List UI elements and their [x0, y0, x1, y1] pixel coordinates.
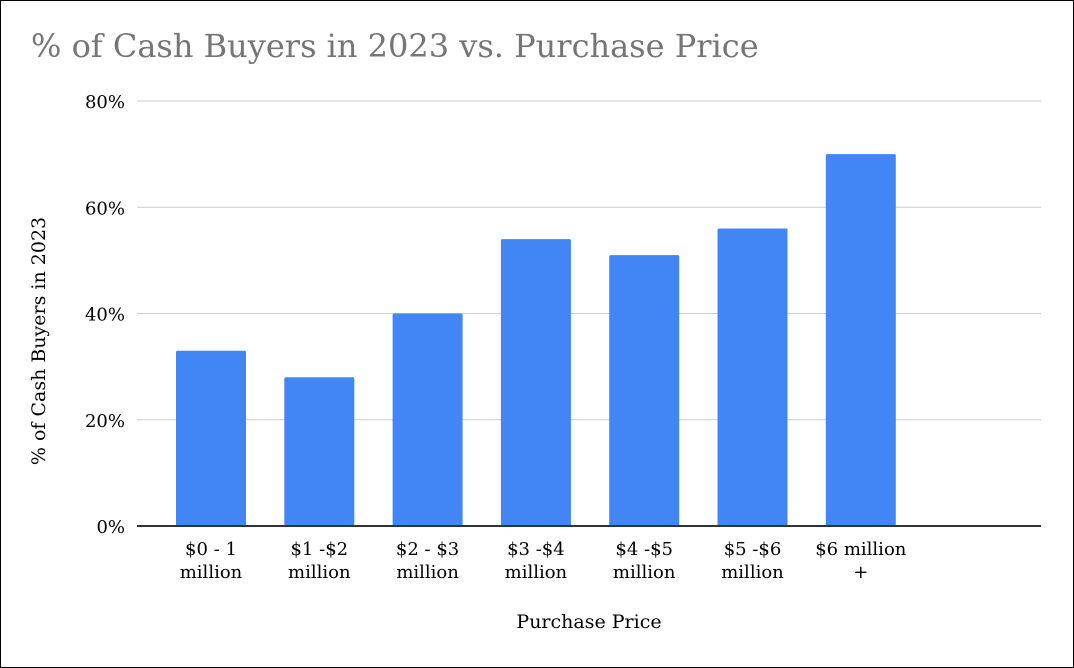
x-tick-label: $6 million + [815, 539, 907, 583]
bar [717, 228, 788, 526]
x-axis-label: Purchase Price [516, 611, 662, 633]
bar [392, 313, 463, 526]
bar [609, 255, 680, 526]
y-tick-label: 0% [96, 517, 125, 538]
bar [825, 154, 896, 526]
bar [284, 377, 355, 526]
bar [500, 239, 571, 526]
bar [176, 350, 246, 526]
x-tick-label: $4 -$5 million [613, 539, 676, 583]
y-tick-label: 40% [85, 305, 125, 326]
x-tick-label: $3 -$4 million [505, 539, 568, 583]
y-tick-label: 20% [85, 411, 125, 432]
x-tick-label: $5 -$6 million [721, 539, 784, 583]
y-tick-label: 80% [85, 92, 125, 113]
chart-title: % of Cash Buyers in 2023 vs. Purchase Pr… [31, 27, 759, 65]
y-tick-label: 60% [85, 198, 125, 219]
x-tick-label: $2 - $3 million [396, 539, 459, 583]
x-tick-label: $0 - 1 million [180, 539, 243, 583]
x-tick-label: $1 -$2 million [288, 539, 351, 583]
